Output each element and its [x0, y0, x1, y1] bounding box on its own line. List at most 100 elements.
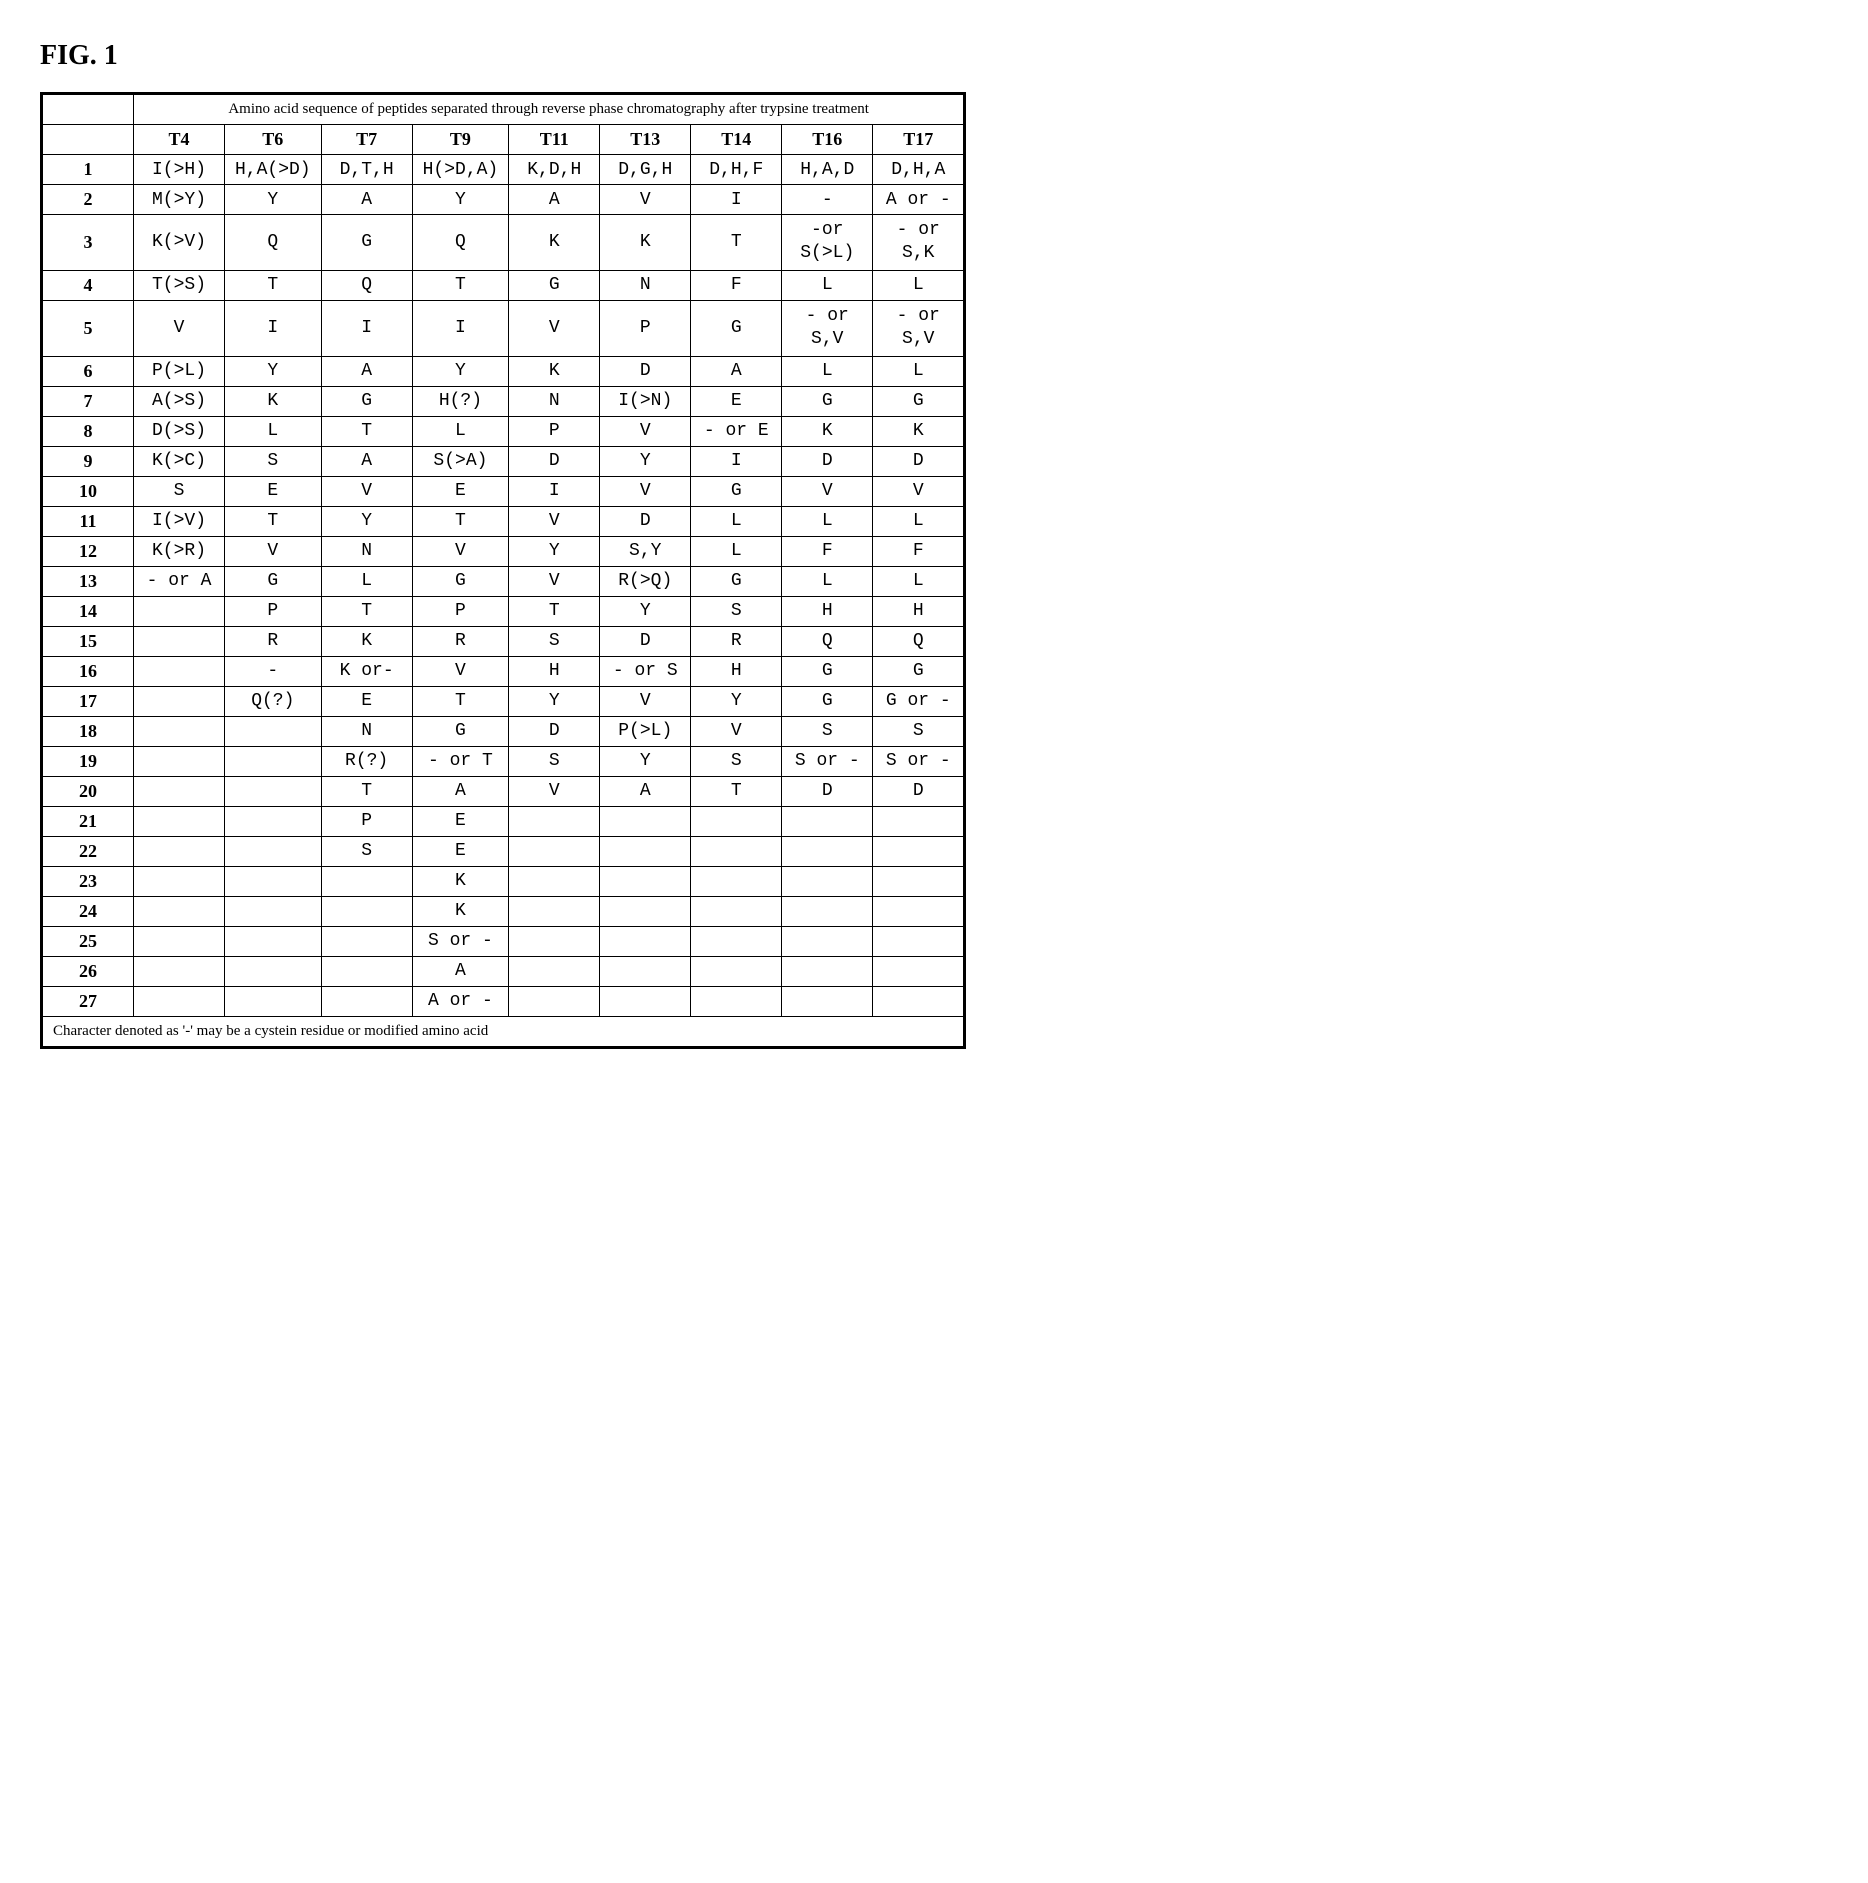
data-cell: A	[412, 776, 509, 806]
row-number: 15	[43, 626, 134, 656]
row-number: 1	[43, 155, 134, 185]
data-cell	[134, 956, 225, 986]
row-number: 18	[43, 716, 134, 746]
data-cell: V	[509, 566, 600, 596]
data-cell: S	[509, 626, 600, 656]
data-cell: V	[600, 476, 691, 506]
data-cell	[321, 926, 412, 956]
data-cell: G	[873, 656, 964, 686]
data-cell: E	[691, 386, 782, 416]
data-cell: L	[873, 356, 964, 386]
data-cell: H	[873, 596, 964, 626]
peptide-sequence-table: Amino acid sequence of peptides separate…	[42, 94, 964, 1047]
table-footer-row: Character denoted as '-' may be a cystei…	[43, 1016, 964, 1046]
data-cell: G	[225, 566, 322, 596]
data-cell	[321, 896, 412, 926]
data-cell: D	[509, 716, 600, 746]
data-cell	[134, 716, 225, 746]
data-cell: K	[321, 626, 412, 656]
data-cell: S	[873, 716, 964, 746]
data-cell	[873, 836, 964, 866]
data-cell: N	[321, 716, 412, 746]
data-cell	[782, 986, 873, 1016]
data-cell: K	[509, 215, 600, 271]
data-cell	[600, 986, 691, 1016]
data-cell: T	[321, 596, 412, 626]
data-cell: I(>H)	[134, 155, 225, 185]
row-number: 22	[43, 836, 134, 866]
data-cell	[509, 896, 600, 926]
data-cell: Y	[509, 536, 600, 566]
data-cell: R	[225, 626, 322, 656]
col-header: T17	[873, 125, 964, 155]
data-cell: E	[412, 836, 509, 866]
data-cell: P	[321, 806, 412, 836]
col-header: T6	[225, 125, 322, 155]
col-header: T13	[600, 125, 691, 155]
data-cell	[321, 956, 412, 986]
caption-blank	[43, 95, 134, 125]
table-row: 20TAVATDD	[43, 776, 964, 806]
data-cell: V	[225, 536, 322, 566]
table-footer-note: Character denoted as '-' may be a cystei…	[43, 1016, 964, 1046]
row-number: 11	[43, 506, 134, 536]
data-cell	[134, 866, 225, 896]
data-cell: R(>Q)	[600, 566, 691, 596]
data-cell: A	[691, 356, 782, 386]
data-cell: K(>R)	[134, 536, 225, 566]
row-number: 16	[43, 656, 134, 686]
data-cell: Y	[225, 185, 322, 215]
data-cell: L	[873, 506, 964, 536]
data-cell	[134, 986, 225, 1016]
data-cell: L	[782, 506, 873, 536]
table-row: 10SEVEIVGVV	[43, 476, 964, 506]
data-cell: S or -	[412, 926, 509, 956]
data-cell: H	[782, 596, 873, 626]
data-cell: L	[225, 416, 322, 446]
data-cell: L	[782, 356, 873, 386]
data-cell	[225, 866, 322, 896]
col-header: T9	[412, 125, 509, 155]
table-caption: Amino acid sequence of peptides separate…	[134, 95, 964, 125]
data-cell	[225, 746, 322, 776]
data-cell	[691, 926, 782, 956]
data-cell: S or -	[873, 746, 964, 776]
data-cell	[600, 926, 691, 956]
data-cell: T(>S)	[134, 270, 225, 300]
row-number: 25	[43, 926, 134, 956]
table-row: 14PTPTYSHH	[43, 596, 964, 626]
table-row: 8D(>S)LTLPV- or EKK	[43, 416, 964, 446]
table-row: 25 S or -	[43, 926, 964, 956]
data-cell: T	[691, 215, 782, 271]
data-cell: D	[873, 776, 964, 806]
data-cell	[509, 926, 600, 956]
data-cell: K(>C)	[134, 446, 225, 476]
data-cell: D	[600, 626, 691, 656]
data-cell	[600, 806, 691, 836]
col-header: T7	[321, 125, 412, 155]
data-cell: G	[691, 476, 782, 506]
table-row: 23K	[43, 866, 964, 896]
data-cell	[509, 866, 600, 896]
data-cell: S or -	[782, 746, 873, 776]
data-cell	[782, 896, 873, 926]
data-cell: R(?)	[321, 746, 412, 776]
data-cell	[225, 926, 322, 956]
table-row: 17Q(?)ETYVYGG or -	[43, 686, 964, 716]
table-row: 6P(>L)YAYKDALL	[43, 356, 964, 386]
data-cell: L	[782, 270, 873, 300]
data-cell: E	[321, 686, 412, 716]
data-cell: - orS,K	[873, 215, 964, 271]
data-cell: P(>L)	[600, 716, 691, 746]
peptide-table-container: Amino acid sequence of peptides separate…	[40, 92, 966, 1049]
data-cell	[782, 956, 873, 986]
data-cell: H,A(>D)	[225, 155, 322, 185]
data-cell: K or-	[321, 656, 412, 686]
data-cell: S,Y	[600, 536, 691, 566]
data-cell	[600, 956, 691, 986]
data-cell: S(>A)	[412, 446, 509, 476]
data-cell: Y	[412, 185, 509, 215]
row-number: 26	[43, 956, 134, 986]
data-cell	[134, 836, 225, 866]
table-row: 5VIIIVPG- orS,V- orS,V	[43, 300, 964, 356]
